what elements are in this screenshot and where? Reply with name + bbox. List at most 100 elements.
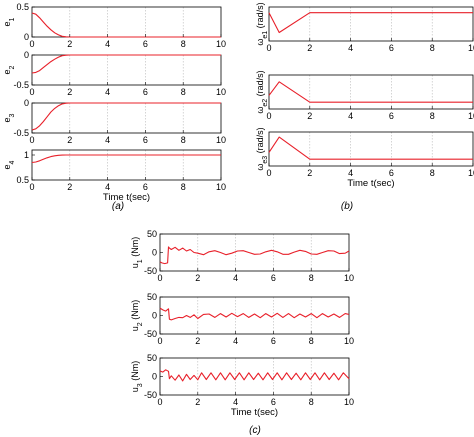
y-axis-label: e1 [2,17,16,26]
x-tick-label: 0 [29,39,34,49]
x-tick-label: 8 [309,336,314,346]
x-tick-label: 10 [468,43,474,53]
x-tick-label: 4 [348,111,353,121]
x-tick-label: 4 [105,182,110,192]
x-tick-label: 10 [216,135,226,145]
x-tick-label: 0 [157,336,162,346]
series-line [268,81,473,103]
y-tick-label: 50 [147,353,157,363]
y-tick-label: -0.5 [13,80,29,90]
x-axis-label: Time t(sec) [347,178,394,189]
plot-frame [268,6,474,42]
y-axis-label: u1 (Nm) [130,237,144,268]
y-tick-label: 0 [152,248,157,258]
x-tick-label: 4 [105,87,110,97]
y-axis-label: ωe3 (rad/s) [255,127,269,170]
x-tick-label: 8 [309,397,314,407]
x-tick-label: 4 [105,39,110,49]
y-tick-label: 1 [24,150,29,160]
chart-panel-1: 0 2 4 6 8 10 0 0.5e1 [2,2,226,49]
x-tick-label: 0 [29,182,34,192]
x-tick-label: 4 [233,336,238,346]
x-tick-label: 6 [389,168,394,178]
x-tick-label: 2 [307,43,312,53]
series-line [159,369,350,382]
y-tick-label: -50 [144,390,157,400]
x-tick-label: 2 [307,168,312,178]
x-tick-label: 10 [344,336,354,346]
plot-frame [31,149,222,181]
x-tick-label: 8 [181,135,186,145]
chart-panel-5: 0 2 4 6 8 10 ωe1 (rad/s) [255,2,474,53]
x-tick-label: 10 [468,168,474,178]
y-tick-label: -0.5 [13,128,29,138]
x-tick-label: 8 [181,87,186,97]
x-tick-label: 6 [143,39,148,49]
y-tick-label: -50 [144,266,157,276]
x-tick-label: 4 [233,397,238,407]
y-tick-label: 0 [152,311,157,321]
x-tick-label: 8 [181,182,186,192]
x-tick-label: 2 [67,87,72,97]
x-tick-label: 6 [143,135,148,145]
y-tick-label: 50 [147,229,157,239]
x-tick-label: 10 [344,397,354,407]
chart-panel-6: 0 2 4 6 8 10 ωe2 (rad/s) [255,70,474,121]
chart-panel-7: 0 2 4 6 8 10 ωe3 (rad/s) Time t(sec) [255,127,474,189]
y-tick-label: 0 [152,372,157,382]
x-tick-label: 6 [143,182,148,192]
panel-label-a: (a) [112,201,124,212]
x-tick-label: 2 [307,111,312,121]
x-tick-label: 10 [216,182,226,192]
plot-frame [31,102,222,134]
y-axis-label: e2 [2,65,16,74]
y-axis-label: e3 [2,113,16,122]
x-tick-label: 6 [389,43,394,53]
chart-panel-4: 0 2 4 6 8 10 0.5 1 e4 Time t(sec) [2,149,226,203]
plot-frame [268,131,474,167]
y-axis-label: u2 (Nm) [130,300,144,331]
x-tick-label: 2 [195,273,200,283]
x-tick-label: 6 [389,111,394,121]
x-tick-label: 8 [430,168,435,178]
x-tick-label: 2 [67,182,72,192]
series-line [159,246,350,265]
y-tick-label: 0.5 [16,175,29,185]
x-tick-label: 0 [157,397,162,407]
x-tick-label: 2 [67,39,72,49]
y-tick-label: 0 [24,32,29,42]
x-axis-label: Time t(sec) [103,192,150,203]
x-tick-label: 0 [266,168,271,178]
x-tick-label: 10 [216,87,226,97]
x-tick-label: 2 [195,397,200,407]
x-tick-label: 6 [271,273,276,283]
x-tick-label: 8 [430,43,435,53]
x-tick-label: 10 [468,111,474,121]
x-tick-label: 0 [266,43,271,53]
x-tick-label: 4 [105,135,110,145]
plot-frame [31,6,222,38]
series-line [31,102,221,131]
plot-frame [159,233,350,272]
y-axis-label: u3 (Nm) [130,361,144,392]
panel-label-c: (c) [249,425,261,436]
series-line [268,12,473,34]
plot-frame [268,74,474,110]
y-tick-label: 0 [24,98,29,108]
x-axis-label: Time t(sec) [231,407,278,418]
panel-label-b: (b) [341,201,353,212]
x-tick-label: 4 [348,168,353,178]
x-tick-label: 10 [344,273,354,283]
x-tick-label: 0 [157,273,162,283]
x-tick-label: 10 [216,39,226,49]
y-axis-label: e4 [2,160,16,169]
x-tick-label: 8 [430,111,435,121]
y-axis-label: ωe2 (rad/s) [255,70,269,113]
